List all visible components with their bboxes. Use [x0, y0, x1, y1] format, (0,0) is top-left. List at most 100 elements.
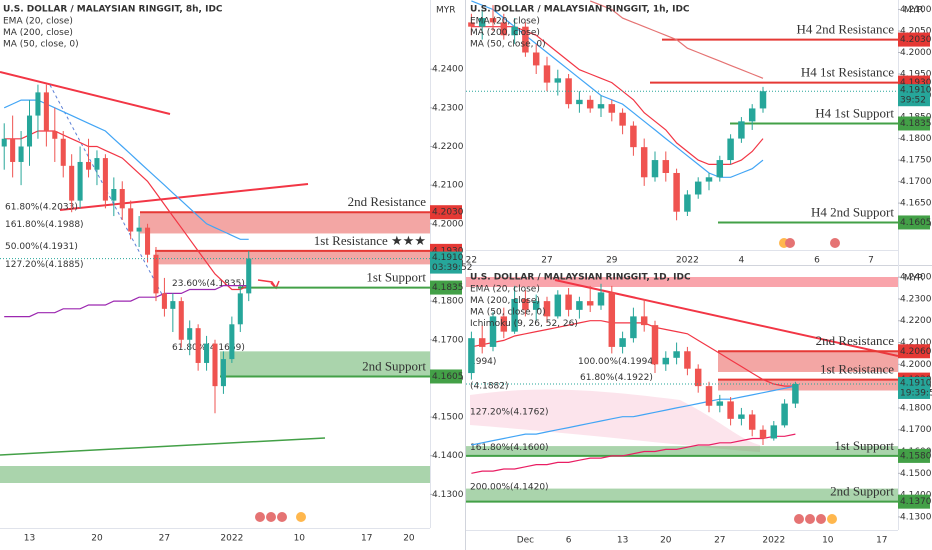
currency-label: MYR — [904, 274, 924, 284]
candle-body — [586, 301, 594, 306]
candle-body — [102, 158, 108, 201]
candle-body — [640, 147, 648, 178]
price-tag — [898, 32, 930, 47]
candle-body — [770, 425, 778, 439]
legend-entry: MA (200, close) — [3, 28, 73, 38]
candle-body — [478, 338, 486, 347]
last-price-label: 4.1910 — [432, 253, 464, 263]
candle-body — [651, 160, 659, 178]
price-tag-label: 4.1605 — [900, 218, 932, 228]
level-label: H4 2nd Resistance — [797, 22, 895, 37]
candle-body — [759, 429, 767, 439]
candle-body — [554, 294, 562, 317]
fib-label: 100.00%(4.1994) — [578, 357, 657, 367]
candle-body — [187, 328, 193, 340]
flag-icon — [794, 514, 804, 524]
y-tick-label: 4.1650 — [900, 199, 932, 209]
candle-body — [640, 316, 648, 326]
x-tick-label: 22 — [466, 256, 477, 266]
trend-line — [0, 71, 171, 115]
y-tick-label: 4.2100 — [900, 5, 932, 15]
legend-entry: MA (50, close, 0) — [470, 40, 546, 50]
candle-body — [694, 181, 702, 195]
level-label: 1st Resistance ★★★ — [314, 233, 426, 248]
candle-body — [792, 383, 799, 404]
candle-body — [128, 208, 134, 232]
candle-body — [522, 26, 529, 53]
candle-body — [781, 403, 788, 426]
fib-label: 161.80%(4.1600) — [470, 443, 549, 453]
candle-body — [153, 254, 159, 294]
indicator-line — [471, 26, 764, 165]
y-tick-label: 4.2100 — [900, 338, 932, 348]
indicator-line — [471, 433, 796, 474]
price-tag — [898, 344, 930, 359]
candle-body — [170, 301, 176, 309]
candle-body — [673, 172, 680, 212]
candle-body — [705, 386, 713, 406]
candle-body — [630, 125, 637, 148]
legend-entry: EMA (20, close) — [470, 285, 540, 295]
candle-body — [86, 161, 92, 170]
y-tick-label: 4.2050 — [900, 26, 932, 36]
candle-body — [1, 138, 7, 147]
candle-body — [738, 121, 745, 139]
candle-body — [543, 65, 551, 83]
level-label: H4 2nd Support — [811, 204, 894, 219]
candle-body — [246, 258, 252, 294]
price-tag-label: 4.1930 — [432, 246, 464, 256]
candle-body — [608, 104, 616, 113]
candle-body — [543, 301, 551, 317]
level-zone — [718, 379, 898, 391]
candle-body — [18, 146, 24, 162]
y-tick-label: 4.1400 — [432, 451, 464, 461]
last-price-tag — [898, 376, 930, 399]
x-tick-label: Dec — [517, 536, 534, 546]
fib-label: 23.60%(4.1835) — [172, 279, 245, 289]
price-tag — [898, 215, 930, 230]
x-tick-label: 7 — [868, 256, 874, 266]
x-tick-label: 20 — [403, 534, 415, 544]
y-tick-label: 4.1750 — [900, 156, 932, 166]
x-tick-label: 2022 — [220, 534, 243, 544]
x-tick-label: 6 — [814, 256, 820, 266]
legend-entry: MA (50, close, 0) — [470, 308, 546, 318]
y-tick-label: 4.1500 — [900, 469, 932, 479]
legend-title: U.S. DOLLAR / MALAYSIAN RINGGIT, 8h, IDC — [3, 5, 223, 15]
flag-icon — [827, 514, 837, 524]
indicator-line — [471, 0, 764, 178]
level-label: 2nd Support — [830, 484, 894, 499]
countdown-label: 03:39:52 — [432, 263, 472, 273]
candle-body — [532, 52, 540, 66]
candle-body — [204, 343, 210, 363]
x-tick-label: 2022 — [762, 536, 785, 546]
candle-body — [94, 158, 100, 170]
y-tick-label: 4.1800 — [432, 297, 464, 307]
candle-body — [500, 316, 508, 332]
candle-body — [597, 104, 605, 109]
fib-label: 200.00%(4.1420) — [470, 482, 549, 492]
fib-label: 61.80%(4.2033) — [5, 203, 78, 213]
last-price-label: 4.1910 — [900, 378, 932, 388]
y-tick-label: 4.1800 — [900, 403, 932, 413]
y-tick-label: 4.1700 — [900, 425, 932, 435]
candle-body — [662, 357, 670, 365]
candle-body — [684, 194, 691, 212]
resistance-zone — [466, 277, 898, 287]
level-label: 1st Resistance — [820, 362, 894, 377]
candle-body — [684, 351, 691, 369]
candle-body — [212, 343, 218, 387]
candle-body — [468, 22, 475, 27]
fib-label: 61.80%(4.1922) — [580, 373, 653, 383]
candle-body — [554, 78, 562, 83]
trend-line — [0, 437, 326, 456]
candle-body — [576, 301, 583, 310]
countdown-label: 19:39:52 — [900, 388, 932, 398]
currency-label: MYR — [904, 6, 924, 16]
level-zone — [155, 250, 430, 265]
flag-icon — [816, 514, 826, 524]
x-tick-label: 2022 — [676, 256, 699, 266]
y-tick-label: 4.1300 — [432, 490, 464, 500]
